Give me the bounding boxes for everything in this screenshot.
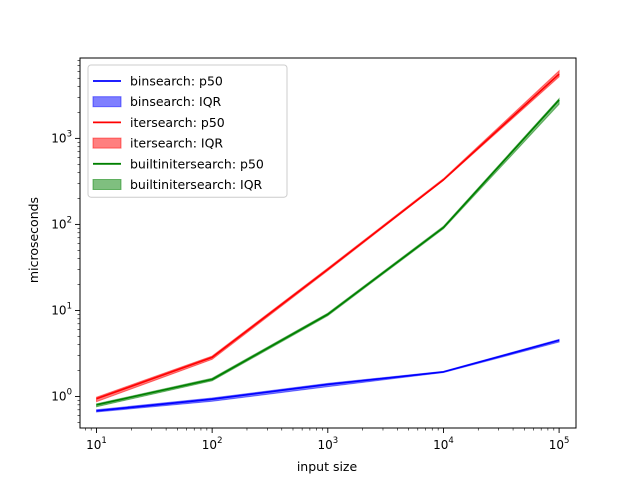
legend-swatch-binsearch-iqr [92,96,122,108]
x-axis-label: input size [297,459,358,474]
binsearch-p50-line [96,339,560,412]
legend-label-builtinitersearch-iqr: builtinitersearch: IQR [130,177,263,192]
itersearch-iqr-band [96,69,560,403]
itersearch-p50-line [96,73,560,400]
binsearch-iqr-band [96,338,560,413]
legend: binsearch: p50 binsearch: IQR itersearch: … [87,64,288,198]
y-axis-label: microseconds [26,197,41,283]
legend-label-binsearch-p50: binsearch: p50 [130,74,223,89]
builtinitersearch-iqr-band [96,97,560,408]
legend-label-itersearch-iqr: itersearch: IQR [130,136,223,151]
legend-swatch-builtinitersearch-iqr [92,179,122,190]
plot-area [96,69,560,413]
legend-label-binsearch-iqr: binsearch: IQR [130,94,222,109]
legend-label-itersearch-p50: itersearch: p50 [130,115,225,130]
legend-swatch-itersearch-iqr [92,137,122,149]
builtinitersearch-p50-line [96,99,560,406]
legend-label-builtinitersearch-p50: builtinitersearch: p50 [130,156,264,171]
legend-box [87,64,288,198]
